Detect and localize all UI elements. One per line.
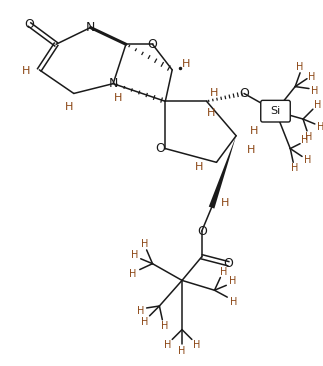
Text: H: H — [301, 135, 309, 145]
Text: H: H — [317, 122, 323, 132]
Text: H: H — [210, 89, 219, 98]
Text: H: H — [291, 163, 299, 173]
Text: O: O — [148, 38, 157, 51]
Text: H: H — [131, 250, 139, 260]
Polygon shape — [209, 136, 236, 209]
Text: H: H — [163, 340, 171, 350]
Text: O: O — [223, 257, 233, 270]
Text: H: H — [178, 346, 186, 356]
Text: H: H — [141, 317, 148, 327]
Text: H: H — [129, 269, 137, 279]
Text: O: O — [25, 18, 35, 31]
Text: H: H — [247, 145, 255, 154]
Text: H: H — [182, 59, 190, 69]
Text: H: H — [21, 66, 30, 76]
Text: H: H — [308, 72, 316, 82]
Text: H: H — [314, 100, 321, 110]
Text: H: H — [250, 126, 258, 136]
Text: H: H — [311, 86, 318, 97]
Text: H: H — [114, 93, 122, 103]
Text: H: H — [221, 198, 230, 208]
Text: O: O — [239, 87, 249, 100]
Text: H: H — [305, 132, 313, 142]
Text: H: H — [230, 297, 237, 307]
Text: H: H — [304, 156, 312, 165]
Text: H: H — [161, 321, 168, 330]
Text: H: H — [65, 102, 73, 112]
Text: N: N — [86, 21, 95, 34]
FancyBboxPatch shape — [261, 100, 290, 122]
Text: H: H — [228, 276, 236, 286]
Text: H: H — [297, 62, 304, 72]
Text: N: N — [109, 77, 118, 90]
Text: H: H — [220, 266, 227, 277]
Text: H: H — [137, 306, 144, 316]
Text: Si: Si — [270, 106, 281, 116]
Text: H: H — [194, 162, 203, 172]
Text: O: O — [155, 142, 165, 155]
Text: O: O — [197, 225, 207, 238]
Text: H: H — [207, 108, 216, 118]
Text: H: H — [141, 239, 148, 249]
Text: H: H — [193, 340, 201, 350]
